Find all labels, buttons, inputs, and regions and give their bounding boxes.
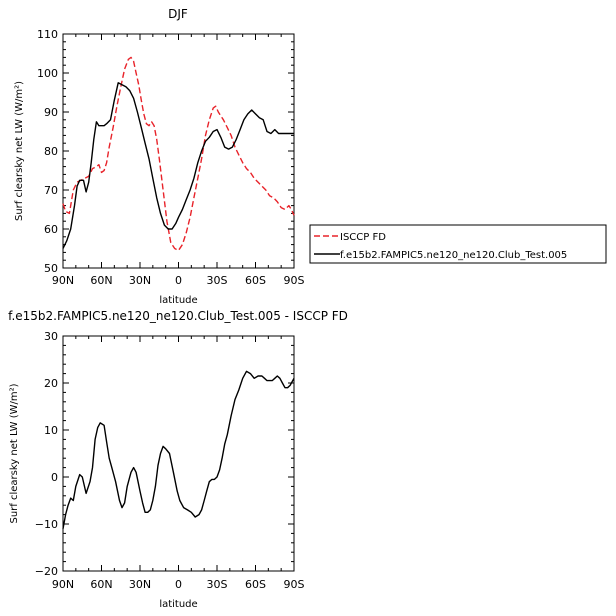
chart2-xtick-label: 90S — [284, 578, 305, 591]
chart2-xtick-label: 60N — [90, 578, 112, 591]
chart2-ytick-label: −10 — [35, 518, 58, 531]
legend-label-2: f.e15b2.FAMPIC5.ne120_ne120.Club_Test.00… — [340, 250, 567, 261]
chart2-xtick-label: 30N — [129, 578, 151, 591]
legend-label-1: ISCCP FD — [340, 232, 386, 243]
chart2-xtick-label: 30S — [207, 578, 228, 591]
legend-box — [309, 224, 607, 264]
chart1-series-1-line — [62, 56, 295, 252]
chart2-series-1-line — [62, 370, 295, 529]
chart1-ytick-label: 90 — [44, 106, 58, 119]
chart2-ylabel: Surf clearsky net LW (W/m²) — [9, 383, 20, 523]
chart1-ytick-label: 60 — [44, 223, 58, 236]
chart2-ytick-label: −20 — [35, 565, 58, 578]
chart2-ytick-label: 20 — [44, 377, 58, 390]
chart1-ytick-label: 70 — [44, 184, 58, 197]
chart1-title: DJF — [168, 7, 188, 21]
chart1-xtick-label: 90S — [284, 274, 305, 287]
chart1-ytick-label: 100 — [37, 67, 58, 80]
chart2-ytick-label: 30 — [44, 330, 58, 343]
chart1-ytick-label: 110 — [37, 28, 58, 41]
chart1-xtick-label: 0 — [175, 274, 182, 287]
chart2-xtick-label: 60S — [245, 578, 266, 591]
chart1-ylabel: Surf clearsky net LW (W/m²) — [14, 81, 25, 221]
chart2-title: f.e15b2.FAMPIC5.ne120_ne120.Club_Test.00… — [8, 309, 348, 323]
chart1-xlabel: latitude — [159, 295, 197, 306]
chart1-xtick-label: 60S — [245, 274, 266, 287]
chart1-plot-frame — [62, 33, 295, 269]
chart2-xlabel: latitude — [159, 599, 197, 610]
chart1-xtick-label: 30N — [129, 274, 151, 287]
chart1-series-2-line — [62, 82, 294, 249]
chart2-xtick-label: 0 — [175, 578, 182, 591]
chart1-xtick-label: 30S — [207, 274, 228, 287]
chart1-ytick-label: 50 — [44, 262, 58, 275]
chart1-xtick-label: 90N — [52, 274, 74, 287]
chart2-xtick-label: 90N — [52, 578, 74, 591]
chart2-plot-frame — [62, 335, 295, 572]
chart1-ytick-label: 80 — [44, 145, 58, 158]
chart2-ytick-label: 0 — [51, 471, 58, 484]
chart2-ytick-label: 10 — [44, 424, 58, 437]
chart1-xtick-label: 60N — [90, 274, 112, 287]
